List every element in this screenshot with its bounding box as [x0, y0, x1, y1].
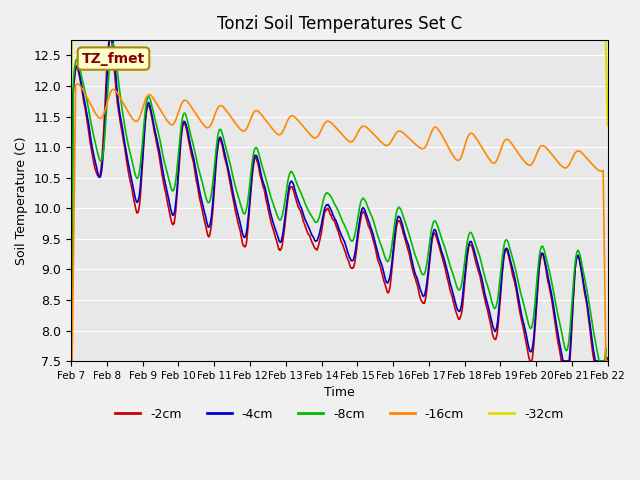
- -8cm: [540, 247, 548, 253]
- -16cm: [187, 103, 195, 109]
- -2cm: [493, 332, 500, 338]
- -2cm: [247, 189, 255, 195]
- -4cm: [540, 255, 548, 261]
- -8cm: [247, 171, 255, 177]
- -4cm: [247, 184, 255, 190]
- -4cm: [604, 358, 611, 364]
- -4cm: [187, 144, 195, 149]
- -8cm: [493, 300, 500, 306]
- -32cm: [69, 22, 77, 28]
- -2cm: [107, 34, 115, 40]
- -4cm: [423, 280, 431, 286]
- Text: TZ_fmet: TZ_fmet: [82, 51, 145, 66]
- -8cm: [423, 261, 431, 267]
- -2cm: [423, 287, 431, 293]
- -16cm: [67, 358, 75, 364]
- -16cm: [493, 157, 500, 163]
- -32cm: [174, 22, 182, 28]
- Line: -2cm: -2cm: [71, 37, 607, 361]
- Line: -32cm: -32cm: [71, 25, 607, 126]
- -32cm: [604, 123, 611, 129]
- -4cm: [174, 176, 182, 182]
- -16cm: [423, 142, 431, 147]
- -32cm: [493, 22, 500, 28]
- -32cm: [187, 22, 195, 28]
- -16cm: [174, 111, 182, 117]
- -8cm: [109, 41, 116, 47]
- -32cm: [540, 22, 548, 28]
- -2cm: [540, 258, 548, 264]
- -16cm: [604, 358, 611, 364]
- -32cm: [247, 22, 255, 28]
- -8cm: [67, 358, 75, 364]
- -16cm: [540, 144, 548, 149]
- -2cm: [67, 358, 75, 364]
- -4cm: [108, 28, 115, 34]
- -2cm: [174, 182, 182, 188]
- -8cm: [187, 132, 195, 138]
- Y-axis label: Soil Temperature (C): Soil Temperature (C): [15, 136, 28, 265]
- Line: -4cm: -4cm: [71, 31, 607, 361]
- -16cm: [247, 116, 255, 121]
- X-axis label: Time: Time: [324, 386, 355, 399]
- -8cm: [604, 358, 611, 364]
- -32cm: [423, 22, 431, 28]
- Line: -8cm: -8cm: [71, 44, 607, 361]
- -8cm: [174, 158, 182, 164]
- Line: -16cm: -16cm: [71, 84, 607, 361]
- Title: Tonzi Soil Temperatures Set C: Tonzi Soil Temperatures Set C: [217, 15, 462, 33]
- -2cm: [187, 149, 195, 155]
- -32cm: [67, 85, 75, 91]
- -2cm: [604, 358, 611, 364]
- -4cm: [493, 324, 500, 329]
- Legend: -2cm, -4cm, -8cm, -16cm, -32cm: -2cm, -4cm, -8cm, -16cm, -32cm: [110, 403, 568, 425]
- -4cm: [67, 358, 75, 364]
- -16cm: [74, 81, 81, 87]
